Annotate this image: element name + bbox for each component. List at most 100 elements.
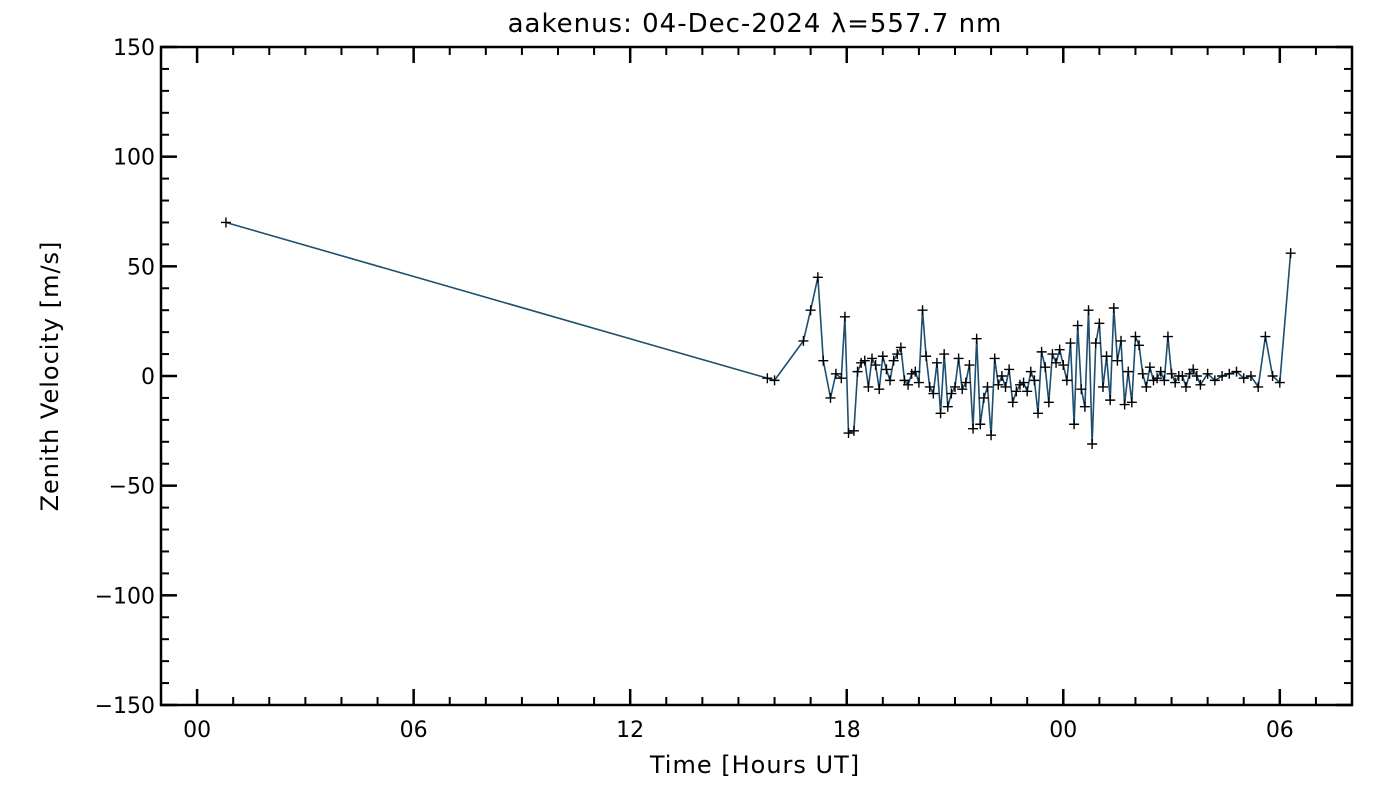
y-tick-label: 100	[113, 146, 155, 171]
data-point-marker	[928, 388, 939, 399]
data-point-marker	[818, 355, 829, 366]
data-point-marker	[1202, 368, 1213, 379]
data-point-marker	[1116, 335, 1127, 346]
data-point-marker	[1058, 360, 1069, 371]
y-tick-label: 50	[127, 255, 155, 280]
data-point-marker	[220, 217, 231, 228]
data-point-marker	[1260, 331, 1271, 342]
data-point-marker	[866, 353, 877, 364]
data-point-marker	[1033, 408, 1044, 419]
data-point-marker	[1159, 375, 1170, 386]
data-point-marker	[1083, 305, 1094, 316]
data-point-marker	[1130, 331, 1141, 342]
data-point-marker	[924, 381, 935, 392]
data-point-marker	[1061, 375, 1072, 386]
data-point-marker	[968, 423, 979, 434]
data-point-marker	[942, 401, 953, 412]
data-point-marker	[1238, 373, 1249, 384]
data-point-marker	[874, 384, 885, 395]
data-point-marker	[1036, 346, 1047, 357]
data-point-marker	[1105, 395, 1116, 406]
data-point-marker	[798, 335, 809, 346]
data-point-marker	[843, 428, 854, 439]
data-point-marker	[1007, 397, 1018, 408]
y-tick-label: 150	[113, 36, 155, 61]
data-point-marker	[978, 392, 989, 403]
data-point-marker	[885, 375, 896, 386]
data-point-marker	[1274, 377, 1285, 388]
data-point-marker	[1195, 379, 1206, 390]
y-tick-label: −50	[109, 475, 155, 500]
data-point-marker	[805, 305, 816, 316]
data-point-marker	[1076, 384, 1087, 395]
data-point-marker	[895, 342, 906, 353]
data-point-marker	[921, 351, 932, 362]
data-point-marker	[1152, 373, 1163, 384]
series-line	[225, 221, 1292, 445]
data-point-marker	[953, 353, 964, 364]
series-line-group	[225, 221, 1292, 445]
data-point-marker	[1094, 318, 1105, 329]
data-point-marker	[1126, 397, 1137, 408]
data-point-marker	[1188, 364, 1199, 375]
data-point-marker	[931, 357, 942, 368]
x-axis-ticks: 00 06 12 18 00 06	[183, 47, 1317, 743]
y-axis-ticks: −150 −100 −50 0 50 100 150	[95, 36, 1352, 719]
data-point-marker	[1162, 331, 1173, 342]
data-point-marker	[852, 366, 863, 377]
data-point-marker	[1217, 371, 1228, 381]
data-point-marker	[1224, 368, 1235, 379]
data-point-marker	[1090, 338, 1101, 349]
data-point-marker	[913, 377, 924, 388]
data-point-marker	[1245, 371, 1256, 381]
data-point-marker	[1025, 366, 1036, 377]
data-point-marker	[881, 364, 892, 375]
data-point-marker	[957, 384, 968, 395]
data-point-marker	[836, 373, 847, 384]
data-point-marker	[1155, 366, 1166, 377]
chart-title: aakenus: 04-Dec-2024 λ=557.7 nm	[508, 9, 1003, 39]
y-tick-label: 0	[141, 365, 155, 390]
data-point-marker	[892, 349, 903, 360]
data-point-marker	[1054, 344, 1065, 355]
data-point-marker	[1253, 381, 1264, 392]
data-point-marker	[1137, 368, 1148, 379]
data-point-marker	[1022, 386, 1033, 397]
data-point-marker	[1119, 399, 1130, 410]
data-point-marker	[1065, 338, 1076, 349]
data-point-marker	[1209, 375, 1220, 386]
data-point-marker	[1097, 381, 1108, 392]
data-point-marker	[903, 379, 914, 390]
data-point-marker	[1177, 371, 1188, 381]
data-point-marker	[1144, 362, 1155, 373]
data-point-marker	[1170, 377, 1181, 388]
data-point-marker	[812, 272, 823, 283]
data-point-marker	[1072, 320, 1083, 331]
data-point-marker	[1112, 355, 1123, 366]
data-point-marker	[1267, 371, 1278, 381]
data-point-marker	[877, 351, 888, 362]
x-tick-label: 06	[400, 718, 428, 743]
data-point-marker	[950, 381, 960, 392]
data-point-marker	[1166, 368, 1177, 379]
data-point-marker	[863, 381, 874, 392]
data-point-marker	[964, 360, 975, 371]
data-point-marker	[1040, 362, 1051, 373]
data-point-marker	[1029, 375, 1040, 386]
data-point-marker	[762, 373, 773, 384]
data-point-marker	[946, 388, 957, 399]
plot-frame	[159, 45, 1354, 707]
data-point-marker	[848, 425, 859, 436]
data-point-marker	[910, 366, 921, 377]
data-point-marker	[769, 375, 780, 386]
x-tick-label: 00	[1049, 718, 1077, 743]
y-tick-label: −150	[95, 694, 155, 719]
data-point-marker	[1000, 381, 1011, 392]
data-point-marker	[1004, 364, 1015, 375]
data-point-marker	[825, 392, 836, 403]
x-tick-label: 00	[183, 718, 211, 743]
data-point-marker	[1134, 340, 1145, 351]
x-tick-label: 06	[1266, 718, 1294, 743]
data-point-marker	[939, 349, 950, 360]
data-point-marker	[975, 419, 986, 430]
